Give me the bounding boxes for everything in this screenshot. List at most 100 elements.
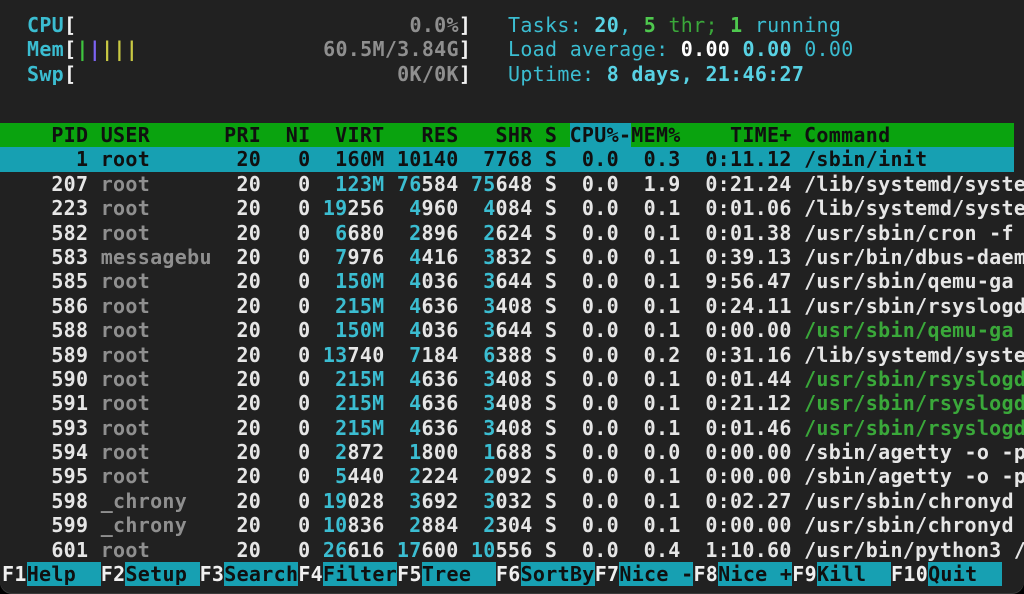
mem-meter-bar-area: ||||| 60.5M/3.84G	[76, 37, 459, 61]
fkey-f6[interactable]: F6SortBy	[496, 562, 595, 587]
column-header-ni[interactable]: NI	[285, 123, 311, 147]
fkey-number: F4	[298, 562, 324, 587]
shr-cell: 3408	[483, 391, 533, 416]
column-header-command[interactable]: Command	[804, 123, 891, 147]
column-header-shr[interactable]: SHR	[495, 123, 533, 147]
process-row[interactable]: 585 root 20 0 150M 4036 3644 S 0.0 0.1 9…	[0, 269, 1024, 293]
command-cell: /lib/systemd/syste	[804, 171, 1024, 196]
fkey-f8[interactable]: F8Nice +	[693, 562, 793, 587]
mem-pct-cell: 0.1	[643, 513, 681, 538]
process-row[interactable]: 599 _chrony 20 0 10836 2884 2304 S 0.0 0…	[0, 513, 1024, 537]
fkey-f10[interactable]: F10Quit	[891, 562, 1003, 587]
fkey-f5[interactable]: F5Tree	[397, 562, 496, 587]
res-cell: 2884	[409, 513, 459, 538]
pri-cell: 20	[236, 171, 262, 196]
process-row[interactable]: 583 messagebu 20 0 7976 4416 3832 S 0.0 …	[0, 245, 1024, 269]
pri-cell: 20	[236, 147, 262, 172]
cpu-meter-bar-area: 0.0%	[76, 13, 459, 37]
virt-cell: 215M	[335, 391, 385, 416]
time-cell: 0:00.00	[705, 513, 792, 538]
column-header-time[interactable]: TIME+	[729, 123, 792, 147]
user-cell: root	[100, 147, 151, 172]
fkey-number: F1	[2, 562, 27, 587]
virt-cell: 150M	[335, 318, 385, 343]
res-cell: 3692	[409, 488, 459, 513]
fkey-label: Nice -	[619, 562, 694, 587]
state-cell: S	[544, 391, 558, 416]
user-cell: _chrony	[100, 488, 188, 513]
command-cell: /sbin/agetty -o -p	[804, 440, 1024, 465]
mem-meter: Mem[||||| 60.5M/3.84G]	[0, 37, 471, 61]
column-header-mem[interactable]: MEM%	[631, 123, 681, 147]
command-cell: /usr/bin/python3 /	[804, 537, 1024, 562]
user-cell: messagebu	[100, 244, 212, 269]
process-row[interactable]: 589 root 20 0 13740 7184 6388 S 0.0 0.2 …	[0, 343, 1024, 367]
column-header-user[interactable]: USER	[100, 123, 151, 147]
mem-pct-cell: 0.1	[643, 220, 681, 245]
pid-cell: 589	[51, 342, 89, 367]
res-cell: 4636	[409, 391, 459, 416]
meter-open-bracket: [	[64, 13, 77, 37]
pid-cell: 594	[51, 440, 89, 465]
time-cell: 0:01.06	[705, 196, 792, 221]
summary-column: Tasks: 20, 5 thr; 1 running Load average:…	[508, 13, 854, 86]
process-row[interactable]: 588 root 20 0 150M 4036 3644 S 0.0 0.1 0…	[0, 318, 1024, 342]
user-cell: root	[100, 269, 151, 294]
user-cell: root	[100, 440, 151, 465]
command-cell: /usr/sbin/rsyslogd	[804, 415, 1024, 440]
fkey-number: F8	[693, 562, 719, 587]
process-row[interactable]: 586 root 20 0 215M 4636 3408 S 0.0 0.1 0…	[0, 294, 1024, 318]
pid-cell: 223	[51, 196, 89, 221]
process-row[interactable]: 207 root 20 0 123M 76584 75648 S 0.0 1.9…	[0, 172, 1024, 196]
fkey-label: SortBy	[520, 562, 595, 587]
mem-pct-cell: 0.1	[643, 196, 681, 221]
process-row[interactable]: 223 root 20 0 19256 4960 4084 S 0.0 0.1 …	[0, 196, 1024, 220]
tasks-summary-segment: 20	[594, 13, 620, 37]
res-cell: 4036	[409, 318, 459, 343]
ni-cell: 0	[298, 415, 311, 440]
fkey-f1[interactable]: F1Help	[2, 562, 101, 587]
command-cell: /usr/sbin/rsyslogd	[804, 391, 1024, 416]
fkey-f3[interactable]: F3Search	[200, 562, 299, 587]
uptime-segment: 8 days, 21:46:27	[606, 61, 805, 86]
column-header-virt[interactable]: VIRT	[335, 123, 385, 147]
state-cell: S	[544, 220, 558, 245]
fkey-f9[interactable]: F9Kill	[792, 562, 892, 587]
fkey-f4[interactable]: F4Filter	[298, 562, 398, 587]
fkey-f7[interactable]: F7Nice -	[595, 562, 694, 587]
state-cell: S	[544, 464, 558, 489]
load-average-segment: Load average:	[508, 37, 681, 62]
process-row[interactable]: 594 root 20 0 2872 1800 1688 S 0.0 0.0 0…	[0, 440, 1024, 464]
column-header-res[interactable]: RES	[421, 123, 459, 147]
process-row[interactable]: 591 root 20 0 215M 4636 3408 S 0.0 0.1 0…	[0, 391, 1024, 415]
cpu-pct-cell: 0.0	[581, 196, 619, 221]
process-row[interactable]: 582 root 20 0 6680 2896 2624 S 0.0 0.1 0…	[0, 221, 1024, 245]
process-row[interactable]: 590 root 20 0 215M 4636 3408 S 0.0 0.1 0…	[0, 367, 1024, 391]
process-table: PID USER PRI NI VIRT RES SHR S CPU%-MEM%…	[0, 123, 1024, 562]
shr-cell: 3032	[483, 488, 533, 513]
process-row[interactable]: 595 root 20 0 5440 2224 2092 S 0.0 0.1 0…	[0, 464, 1024, 488]
process-row[interactable]: 593 root 20 0 215M 4636 3408 S 0.0 0.1 0…	[0, 416, 1024, 440]
ni-cell: 0	[298, 366, 311, 391]
pid-cell: 1	[76, 147, 89, 172]
process-row[interactable]: 1 root 20 0 160M 10140 7768 S 0.0 0.3 0:…	[0, 147, 1014, 172]
fkey-f2[interactable]: F2Setup	[101, 562, 200, 587]
process-row[interactable]: 598 _chrony 20 0 19028 3692 3032 S 0.0 0…	[0, 489, 1024, 513]
time-cell: 1:10.60	[705, 537, 792, 562]
mem-pct-cell: 0.1	[643, 269, 681, 294]
command-cell: /lib/systemd/syste	[804, 342, 1024, 367]
column-header-s[interactable]: S	[544, 123, 558, 147]
cpu-pct-cell: 0.0	[581, 391, 619, 416]
time-cell: 0:21.24	[705, 171, 792, 196]
command-cell: /usr/sbin/qemu-ga	[804, 269, 1014, 294]
column-header-pri[interactable]: PRI	[224, 123, 262, 147]
column-header-cpu[interactable]: CPU%	[569, 123, 619, 148]
tasks-summary-segment: ,	[619, 13, 644, 37]
res-cell: 10140	[396, 147, 459, 172]
state-cell: S	[544, 318, 558, 343]
process-row[interactable]: 601 root 20 0 26616 17600 10556 S 0.0 0.…	[0, 538, 1024, 562]
column-header-pid[interactable]: PID	[51, 123, 89, 147]
user-cell: root	[100, 415, 151, 440]
shr-cell: 3644	[483, 318, 533, 343]
shr-cell: 6388	[483, 342, 533, 367]
